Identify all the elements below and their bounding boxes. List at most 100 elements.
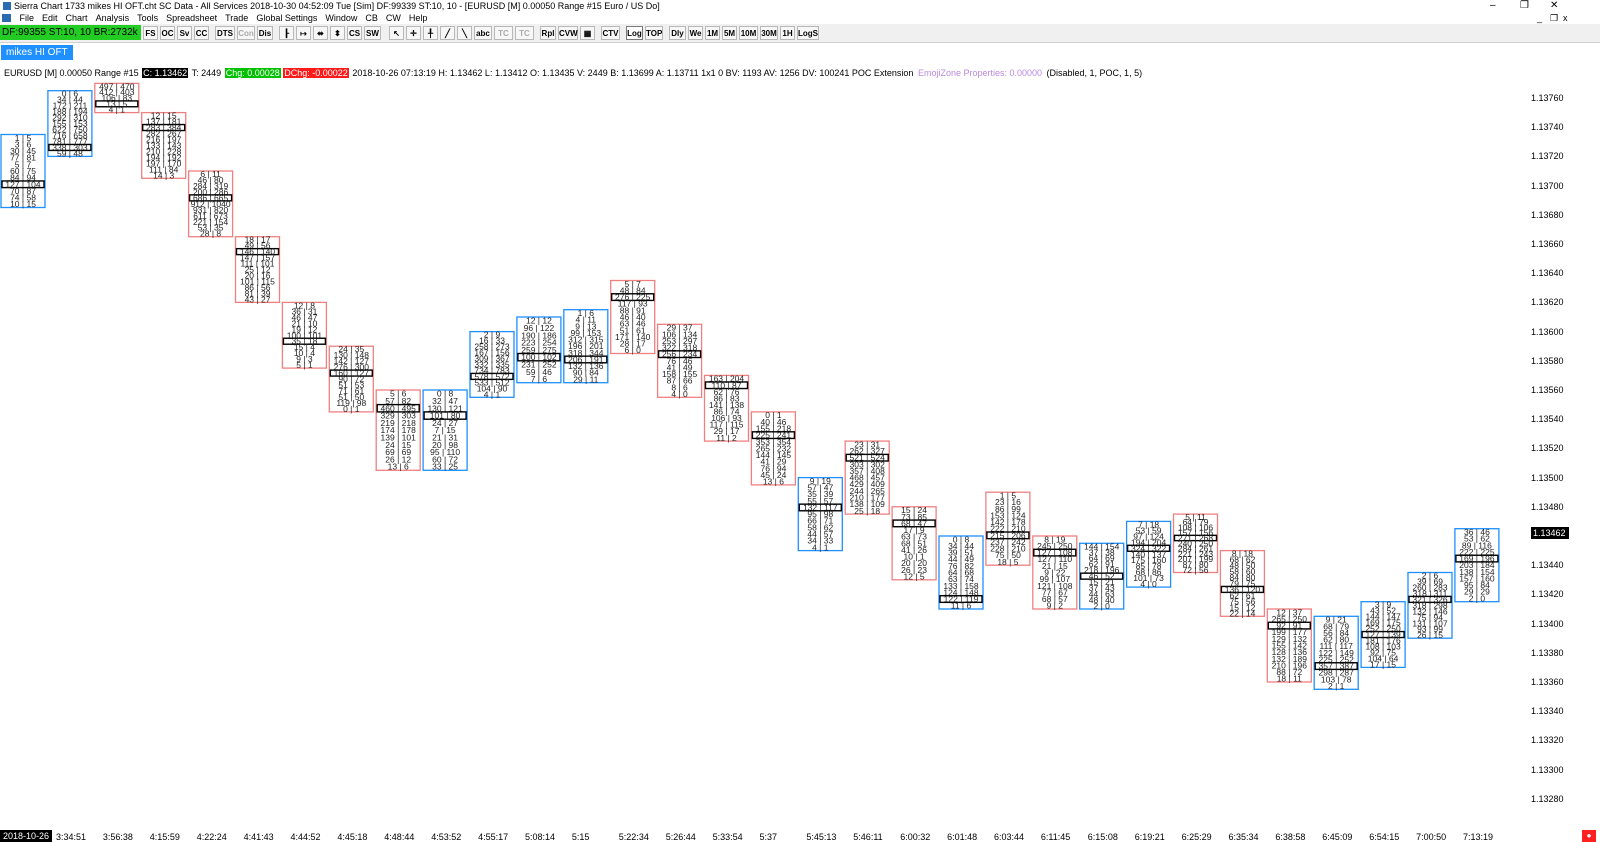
menu-cw[interactable]: CW <box>385 13 401 23</box>
menu-edit[interactable]: Edit <box>42 13 58 23</box>
toolbar-button-1[interactable]: OC <box>160 26 175 40</box>
toolbar-button-2[interactable]: Sv <box>177 26 192 40</box>
restore-window-button[interactable]: ❐ <box>1520 0 1529 11</box>
toolbar-button-7[interactable]: ┠ <box>279 26 294 40</box>
toolbar-button-23[interactable]: ▦ <box>580 26 595 40</box>
toolbar-button-20[interactable]: TC 2 <box>515 26 534 52</box>
toolbar-button-9[interactable]: ⬌ <box>313 26 328 40</box>
menu-analysis[interactable]: Analysis <box>95 13 130 23</box>
toolbar-button-0[interactable]: FS <box>143 26 158 40</box>
trade-account-status[interactable]: DF:99355 ST:10, 10 BR:2732k <box>0 25 141 40</box>
time-axis-label: 5:37 <box>759 832 778 842</box>
toolbar-button-12[interactable]: SW <box>364 26 381 40</box>
footprint-cell: 611 | 673 <box>193 211 228 221</box>
toolbar-button-8[interactable]: ↦ <box>296 26 311 40</box>
toolbar-button-13[interactable]: ↖ <box>389 26 404 40</box>
price-axis-label: 1.13700 <box>1531 180 1564 191</box>
toolbar-button-29[interactable]: 1M <box>705 26 720 40</box>
menu-cb[interactable]: CB <box>365 13 378 23</box>
toolbar-button-6[interactable]: Dis <box>257 26 273 40</box>
toolbar-button-24[interactable]: CTV <box>601 26 620 40</box>
toolbar-button-25[interactable]: Log <box>626 26 643 40</box>
toolbar-button-15[interactable]: ╀ <box>423 26 438 40</box>
toolbar-button-11[interactable]: CS <box>347 26 362 40</box>
menu-tools[interactable]: Tools <box>137 13 159 23</box>
mdi-restore-button[interactable]: ❐ <box>1550 13 1559 23</box>
menu-help[interactable]: Help <box>408 13 428 23</box>
tab-mikes-hi-oft[interactable]: mikes HI OFT <box>1 45 73 60</box>
footprint-cell: 85 | 78 <box>1136 561 1162 571</box>
menu-chart[interactable]: Chart <box>65 13 88 23</box>
toolbar-button-16[interactable]: ╱ <box>440 26 455 40</box>
alert-corner-indicator[interactable]: ● <box>1582 830 1596 842</box>
footprint-cell: 64 | 79 <box>1183 517 1209 527</box>
footprint-cell: 284 | 319 <box>193 181 229 191</box>
menu-trade[interactable]: Trade <box>225 13 249 23</box>
toolbar-button-17[interactable]: ╲ <box>457 26 472 40</box>
toolbar-button-34[interactable]: LogS <box>797 26 819 40</box>
footprint-cell: 318 | 344 <box>568 348 604 358</box>
menu-spreadsheet[interactable]: Spreadsheet <box>166 13 218 23</box>
toolbar-button-28[interactable]: We <box>688 26 703 40</box>
toolbar-button-5[interactable]: Con <box>237 26 255 40</box>
toolbar-button-33[interactable]: 1H <box>780 26 795 40</box>
toolbar-button-3[interactable]: CC <box>194 26 209 40</box>
toolbar-button-26[interactable]: TOP <box>645 26 663 40</box>
menu-window[interactable]: Window <box>325 13 358 23</box>
bar-outline <box>141 111 187 179</box>
toolbar-button-31[interactable]: 10M <box>739 26 758 40</box>
menu-global-settings[interactable]: Global Settings <box>256 13 318 23</box>
menu-file[interactable]: File <box>19 13 35 23</box>
footprint-cell: 0 | 8 <box>953 534 970 544</box>
toolbar-button-32[interactable]: 30M <box>760 26 778 40</box>
toolbar-button-22[interactable]: CVW <box>558 26 578 40</box>
toolbar-button-18[interactable]: abc <box>474 26 492 40</box>
minimize-window-button[interactable]: – <box>1490 0 1496 11</box>
toolbar-button-27[interactable]: Dly <box>669 26 686 40</box>
poc-marker <box>845 453 889 462</box>
close-window-button[interactable]: ✕ <box>1550 0 1559 11</box>
mdi-minimize-button[interactable]: _ <box>1537 13 1543 23</box>
toolbar-button-10[interactable]: ⬍ <box>330 26 345 40</box>
toolbar-button-21[interactable]: Rpl <box>540 26 556 40</box>
footprint-cell: 2 | 0 <box>1094 601 1111 611</box>
mdi-close-button[interactable]: x <box>1563 13 1568 23</box>
toolbar-button-30[interactable]: 5M <box>722 26 737 40</box>
toolbar-button-14[interactable]: ✛ <box>406 26 421 40</box>
toolbar-button-4[interactable]: DTS <box>215 26 235 40</box>
chart-window-icon[interactable] <box>2 14 11 22</box>
